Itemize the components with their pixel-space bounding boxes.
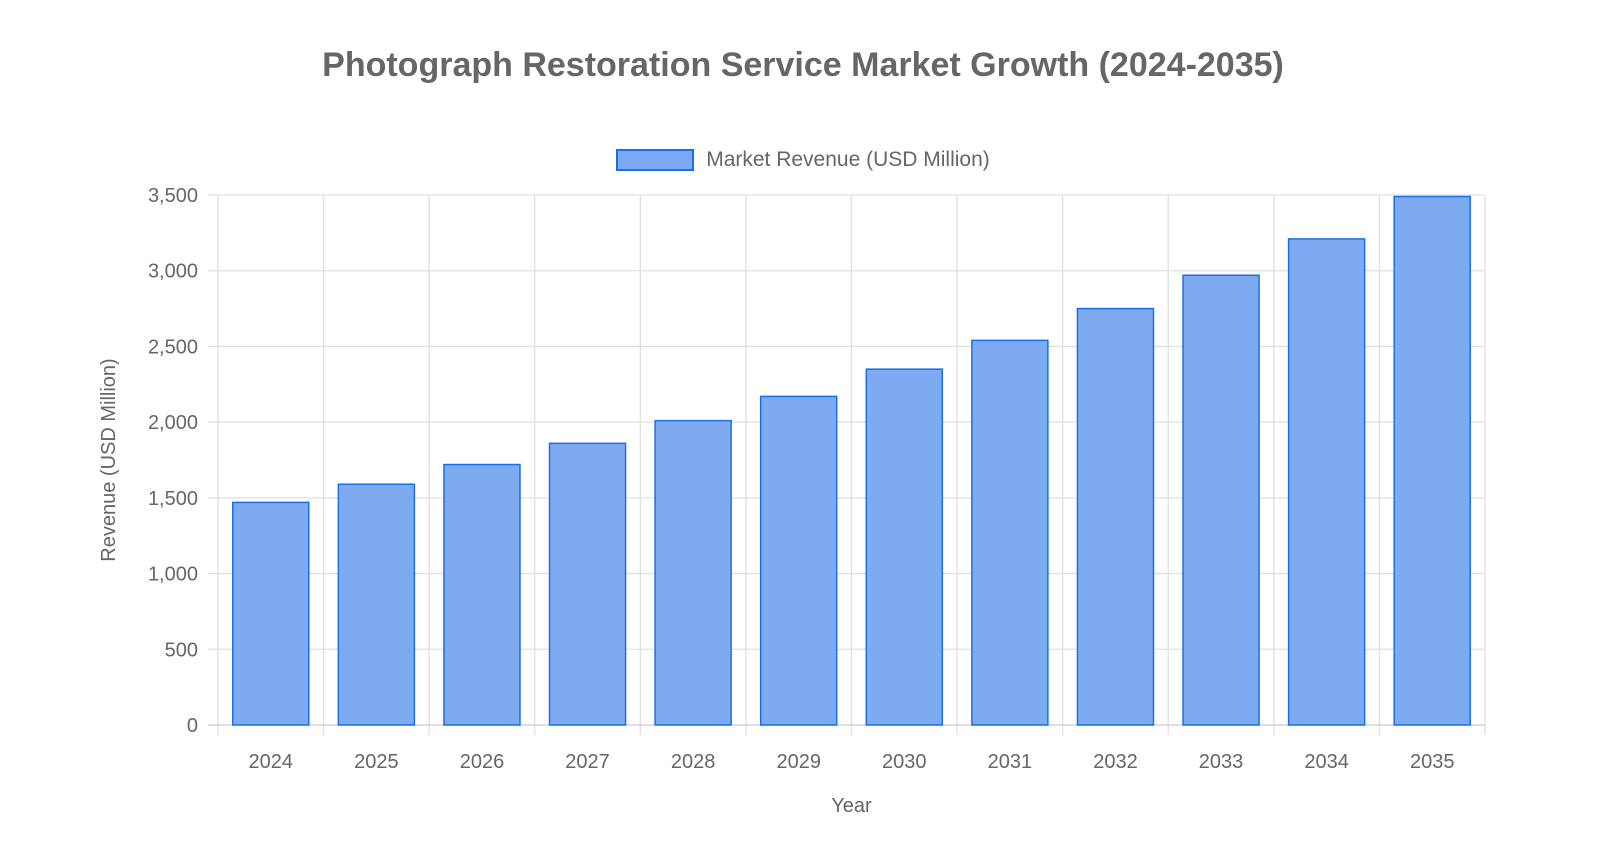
y-tick-label: 1,500	[148, 488, 198, 510]
x-tick-label: 2026	[460, 751, 505, 773]
bar-2028	[654, 419, 732, 726]
x-tick-label: 2031	[988, 751, 1033, 773]
y-tick-label: 2,500	[148, 336, 198, 358]
y-tick-label: 3,500	[148, 185, 198, 207]
x-tick-label: 2025	[354, 751, 399, 773]
x-tick-label: 2034	[1304, 751, 1349, 773]
bar-2033	[1182, 274, 1260, 726]
x-axis-title: Year	[831, 795, 872, 817]
chart-title: Photograph Restoration Service Market Gr…	[322, 46, 1284, 84]
x-tick-label: 2024	[249, 751, 294, 773]
bar-2026	[443, 463, 521, 726]
legend-label: Market Revenue (USD Million)	[706, 148, 990, 171]
x-tick-label: 2029	[776, 751, 821, 773]
y-tick-label: 3,000	[148, 261, 198, 283]
y-tick-label: 0	[187, 715, 198, 737]
y-tick-label: 1,000	[148, 564, 198, 586]
y-tick-label: 2,000	[148, 412, 198, 434]
bar-2027	[548, 442, 627, 726]
bar-2030	[865, 368, 944, 726]
bar-2031	[971, 339, 1049, 726]
bar-2034	[1287, 238, 1366, 726]
bar-2032	[1076, 307, 1155, 726]
y-tick-label: 500	[165, 639, 198, 661]
x-tick-label: 2033	[1199, 751, 1244, 773]
x-tick-label: 2028	[671, 751, 716, 773]
bar-2024	[232, 501, 310, 726]
bar-2025	[337, 483, 416, 726]
bar-2029	[759, 395, 838, 726]
y-axis-title: Revenue (USD Million)	[98, 358, 120, 561]
legend: Market Revenue (USD Million)	[0, 148, 1606, 172]
x-tick-label: 2027	[565, 751, 610, 773]
bar-2035	[1393, 195, 1471, 726]
legend-swatch[interactable]	[616, 149, 695, 171]
x-tick-label: 2030	[882, 751, 927, 773]
x-tick-label: 2035	[1410, 751, 1455, 773]
x-tick-label: 2032	[1093, 751, 1138, 773]
